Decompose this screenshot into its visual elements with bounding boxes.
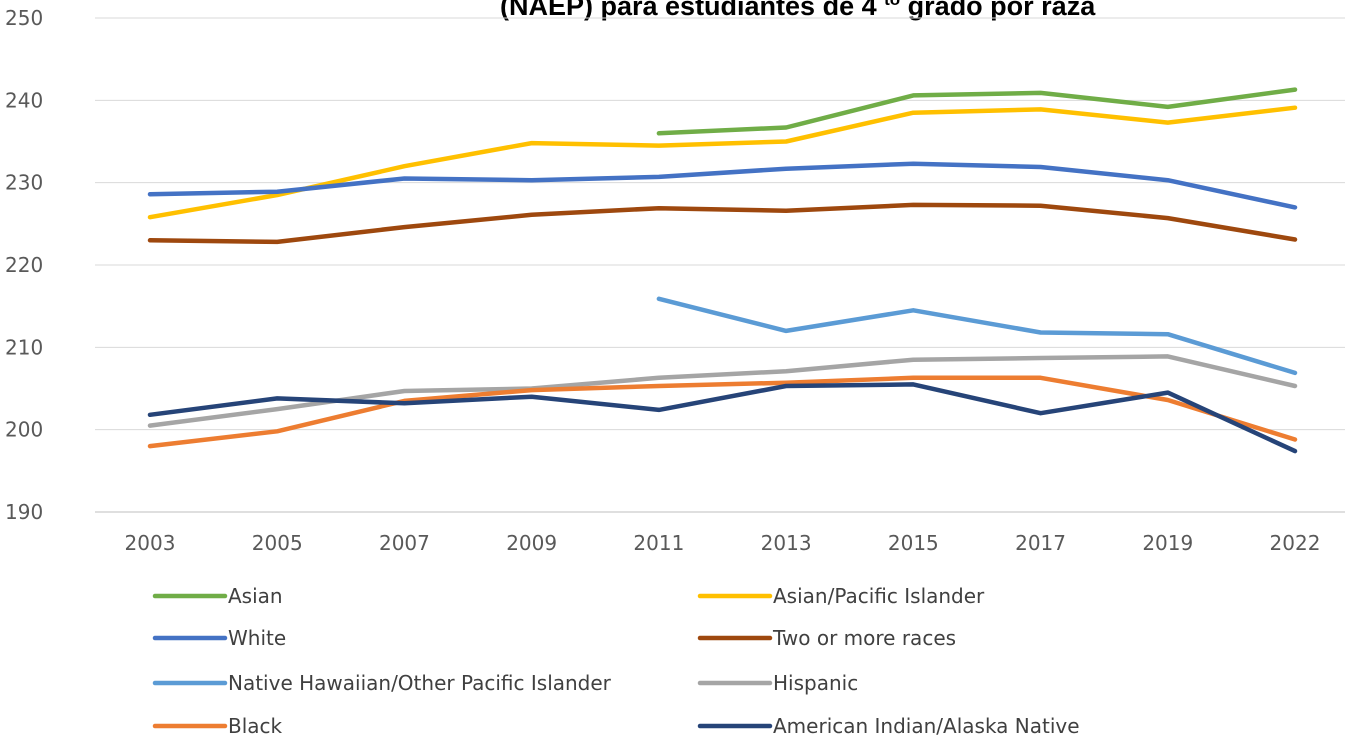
chart-title-rest: grado por raza	[900, 0, 1096, 21]
legend-label: Native Hawaiian/Other Pacific Islander	[228, 671, 612, 695]
chart-title: (NAEP) para estudiantes de 4 to grado po…	[500, 0, 1096, 21]
series-line-asian-pacific-islander	[147, 105, 1298, 220]
legend-label: Hispanic	[773, 671, 858, 695]
series-line-american-indian-alaska-native	[147, 382, 1298, 454]
y-tick-label: 250	[5, 6, 43, 30]
legend: Asian Asian/Pacific Islander White Two or m…	[152, 584, 1080, 737]
legend-item-white: White	[152, 626, 286, 650]
y-tick-label: 210	[5, 335, 43, 359]
chart-title-text: (NAEP) para estudiantes de 4	[500, 0, 877, 21]
series-line-black	[147, 375, 1298, 449]
y-tick-label: 220	[5, 253, 43, 277]
legend-item-two-or-more-races: Two or more races	[697, 626, 956, 650]
legend-item-asian-pacific-islander: Asian/Pacific Islander	[697, 584, 985, 608]
y-tick-label: 190	[5, 500, 43, 524]
legend-item-american-indian-alaska-native: American Indian/Alaska Native	[697, 714, 1080, 737]
legend-label: Asian/Pacific Islander	[773, 584, 985, 608]
x-tick-label: 2022	[1270, 531, 1321, 555]
legend-item-hispanic: Hispanic	[697, 671, 858, 695]
legend-label: American Indian/Alaska Native	[773, 714, 1080, 737]
x-tick-label: 2015	[888, 531, 939, 555]
series-line-asian	[656, 87, 1298, 136]
series-lines	[147, 87, 1298, 454]
x-tick-label: 2009	[506, 531, 557, 555]
legend-item-native-hawaiian-other-pacific-islander: Native Hawaiian/Other Pacific Islander	[152, 671, 612, 695]
x-tick-label: 2003	[125, 531, 176, 555]
x-tick-label: 2017	[1015, 531, 1066, 555]
legend-label: White	[228, 626, 286, 650]
x-tick-label: 2019	[1142, 531, 1193, 555]
x-tick-label: 2005	[252, 531, 303, 555]
x-tick-label: 2013	[761, 531, 812, 555]
legend-label: Two or more races	[772, 626, 956, 650]
legend-item-asian: Asian	[152, 584, 283, 608]
y-axis-ticks: 190 200 210 220 230 240 250	[5, 6, 43, 524]
legend-item-black: Black	[152, 714, 283, 737]
series-line-two-or-more-races	[147, 202, 1298, 245]
gridlines	[95, 17, 1345, 513]
series-line-native-hawaiian-other-pacific-islander	[656, 296, 1298, 376]
x-axis-ticks: 2003 2005 2007 2009 2011 2013 2015 2017 2019 2022	[125, 531, 1321, 555]
y-tick-label: 240	[5, 88, 43, 112]
chart-title-superscript: to	[884, 0, 900, 9]
y-tick-label: 200	[5, 418, 43, 442]
x-tick-label: 2007	[379, 531, 430, 555]
y-tick-label: 230	[5, 171, 43, 195]
series-line-white	[147, 161, 1298, 210]
legend-label: Asian	[228, 584, 283, 608]
x-tick-label: 2011	[633, 531, 684, 555]
legend-label: Black	[228, 714, 283, 737]
